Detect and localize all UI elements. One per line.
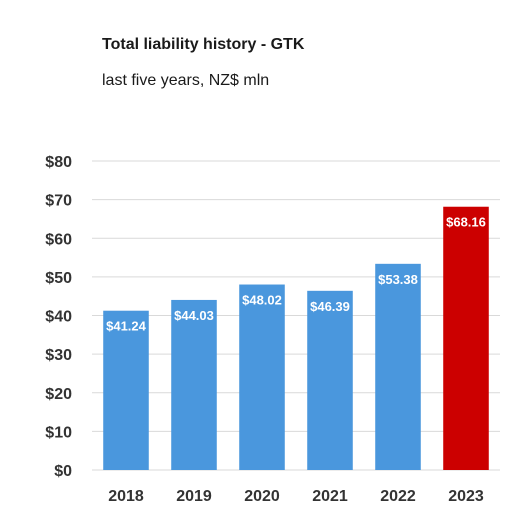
x-tick-label-2023: 2023: [448, 488, 484, 505]
data-label-2021: $46.39: [310, 299, 350, 314]
y-tick-label: $70: [45, 193, 72, 210]
bar-2022: [375, 263, 421, 470]
y-tick-label: $40: [45, 309, 72, 326]
bar-2023: [443, 206, 489, 470]
data-label-2019: $44.03: [174, 308, 214, 323]
bar-2021: [307, 290, 353, 470]
y-tick-label: $0: [54, 463, 72, 480]
chart-subtitle: last five years, NZ$ mln: [102, 72, 270, 89]
data-label-2020: $48.02: [242, 293, 282, 308]
y-tick-label: $80: [45, 154, 72, 171]
y-axis-ticks: $0 $10 $20 $30 $40 $50 $60 $70 $80: [45, 154, 72, 480]
y-tick-label: $30: [45, 347, 72, 364]
gridlines: [92, 160, 500, 471]
data-label-2022: $53.38: [378, 272, 418, 287]
data-label-2018: $41.24: [106, 319, 147, 334]
bar-2019: [171, 299, 217, 470]
y-tick-label: $20: [45, 386, 72, 403]
x-tick-label-2018: 2018: [108, 488, 144, 505]
y-tick-label: $60: [45, 231, 72, 248]
y-tick-label: $50: [45, 270, 72, 287]
chart-title: Total liability history - GTK: [102, 36, 305, 53]
x-tick-label-2019: 2019: [176, 488, 212, 505]
data-label-2023: $68.16: [446, 215, 486, 230]
bar-2018: [103, 310, 149, 470]
x-tick-label-2021: 2021: [312, 488, 348, 505]
bars: [103, 206, 489, 470]
x-axis-ticks: 2018 2019 2020 2021 2022 2023: [108, 488, 484, 505]
x-tick-label-2020: 2020: [244, 488, 280, 505]
bar-2020: [239, 284, 285, 470]
data-labels: $41.24 $44.03 $48.02 $46.39 $53.38 $68.16: [106, 215, 486, 334]
y-tick-label: $10: [45, 424, 72, 441]
x-tick-label-2022: 2022: [380, 488, 416, 505]
